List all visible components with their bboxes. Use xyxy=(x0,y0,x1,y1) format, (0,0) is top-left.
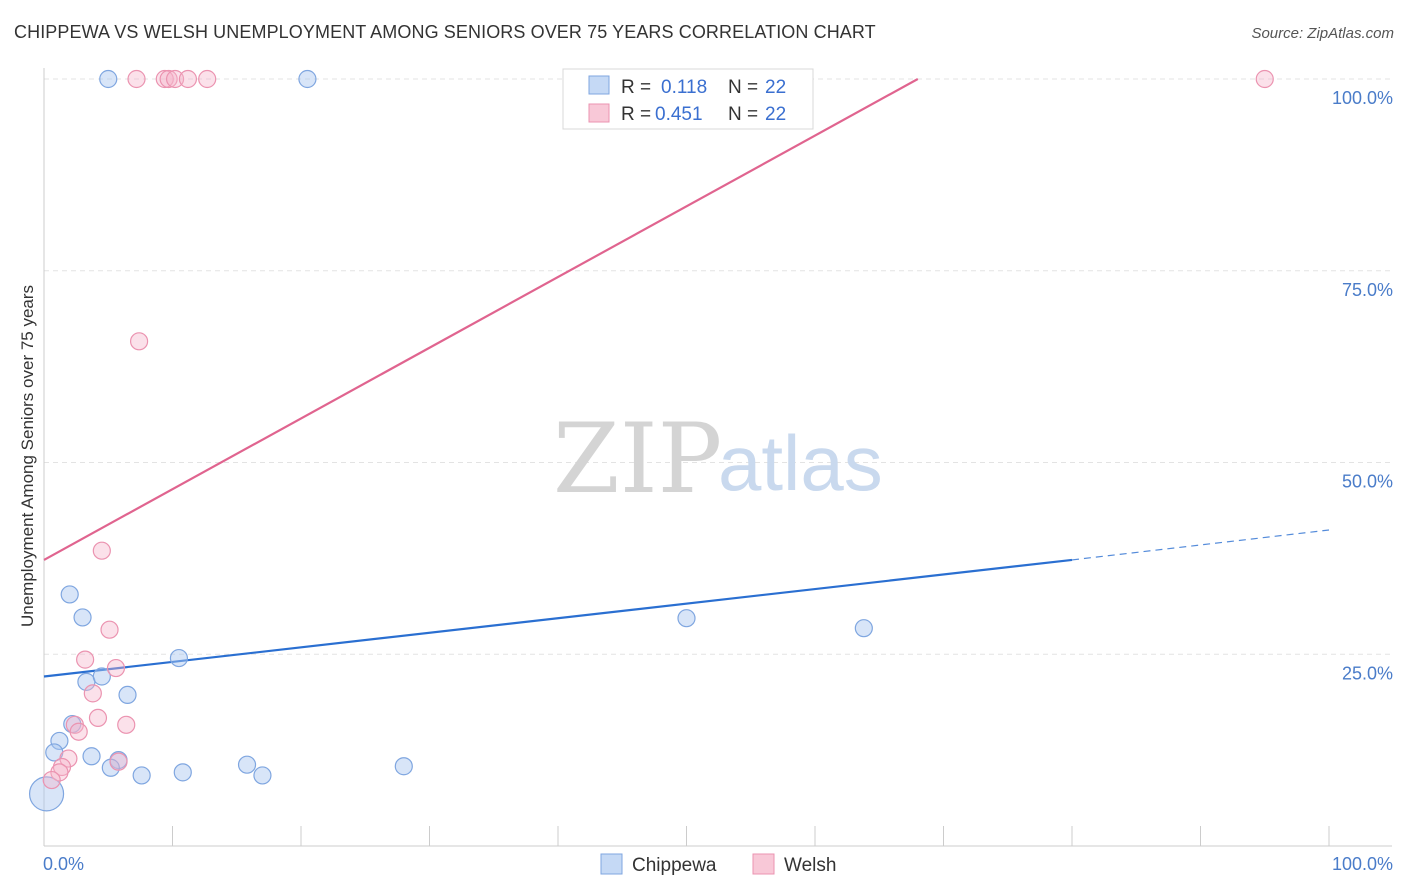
point-chippewa-21 xyxy=(28,776,65,812)
point-welsh-21 xyxy=(42,770,61,790)
point-chippewa-6 xyxy=(92,667,111,686)
point-chippewa-3 xyxy=(73,608,92,627)
point-welsh-1 xyxy=(155,69,174,89)
point-chippewa-16 xyxy=(253,766,272,785)
point-chippewa-0 xyxy=(99,69,118,89)
point-chippewa-13 xyxy=(132,766,151,785)
point-welsh-12 xyxy=(83,684,102,703)
bottom-legend-swatch-welsh xyxy=(752,853,775,875)
point-welsh-2 xyxy=(159,69,178,89)
bottom-legend-swatch-chippewa xyxy=(600,853,623,875)
point-chippewa-2 xyxy=(60,585,79,604)
legend-r-label-1: R = xyxy=(621,77,651,98)
legend-r-value-1: 0.118 xyxy=(661,77,707,98)
x-tick-labels: 0.0% 100.0% xyxy=(43,854,1393,874)
legend-swatch-welsh xyxy=(588,103,610,123)
point-welsh-0 xyxy=(127,69,146,89)
point-chippewa-14 xyxy=(173,763,192,782)
point-welsh-10 xyxy=(76,650,95,669)
y-tick-labels: 25.0% 50.0% 75.0% 100.0% xyxy=(1332,88,1393,683)
point-welsh-3 xyxy=(165,69,185,89)
watermark-atlas: atlas xyxy=(718,419,883,507)
point-chippewa-20 xyxy=(854,619,873,638)
y-tick-label-50: 50.0% xyxy=(1342,472,1393,492)
point-chippewa-19 xyxy=(677,609,696,628)
point-welsh-4 xyxy=(178,69,198,89)
trend-line-chippewa-extension xyxy=(1071,529,1330,561)
point-welsh-8 xyxy=(92,541,111,560)
point-welsh-6 xyxy=(1255,69,1274,89)
point-chippewa-1 xyxy=(298,69,317,89)
point-welsh-20 xyxy=(50,763,69,782)
point-chippewa-7 xyxy=(118,685,137,705)
axes xyxy=(43,68,1392,847)
y-tick-label-25: 25.0% xyxy=(1342,663,1393,683)
data-points xyxy=(28,69,1274,812)
point-chippewa-4 xyxy=(169,648,189,668)
trend-lines xyxy=(43,78,1330,678)
chart-title: CHIPPEWA VS WELSH UNEMPLOYMENT AMONG SEN… xyxy=(14,22,876,42)
legend-r-label-2: R = xyxy=(621,104,651,125)
point-chippewa-17 xyxy=(394,757,413,776)
bottom-legend-label-chippewa: Chippewa xyxy=(632,855,717,876)
y-tick-label-75: 75.0% xyxy=(1342,280,1393,300)
point-welsh-11 xyxy=(106,658,126,678)
point-welsh-13 xyxy=(88,708,108,728)
bottom-legend-label-welsh: Welsh xyxy=(784,855,836,876)
bottom-legend: Chippewa Welsh xyxy=(600,853,836,876)
grid-lines xyxy=(44,78,1392,655)
legend-r-value-2: 0.451 xyxy=(655,104,703,125)
point-welsh-18 xyxy=(109,752,128,771)
point-welsh-14 xyxy=(117,715,136,734)
x-tick-label-100: 100.0% xyxy=(1332,854,1393,874)
watermark-zip: ZIP xyxy=(553,403,722,515)
point-welsh-16 xyxy=(69,722,88,741)
point-chippewa-9 xyxy=(50,731,69,751)
x-tick-label-0: 0.0% xyxy=(43,854,84,874)
legend-n-label-1: N = xyxy=(728,77,758,98)
legend-box: R = 0.118 N = 22 R = 0.451 N = 22 xyxy=(562,68,814,130)
point-welsh-9 xyxy=(100,620,119,639)
legend-n-value-1: 22 xyxy=(765,77,786,98)
legend-swatch-chippewa xyxy=(588,75,610,95)
point-chippewa-15 xyxy=(237,755,257,774)
trend-line-welsh xyxy=(43,78,919,561)
point-chippewa-11 xyxy=(82,747,101,766)
trend-line-chippewa xyxy=(43,558,1073,678)
legend-n-value-2: 22 xyxy=(765,104,786,125)
point-welsh-5 xyxy=(198,69,217,89)
y-tick-label-100: 100.0% xyxy=(1332,88,1393,108)
point-welsh-7 xyxy=(129,332,149,351)
legend-n-label-2: N = xyxy=(728,104,758,125)
y-axis-label: Unemployment Among Seniors over 75 years xyxy=(18,285,37,627)
source-credit: Source: ZipAtlas.com xyxy=(1251,25,1394,42)
